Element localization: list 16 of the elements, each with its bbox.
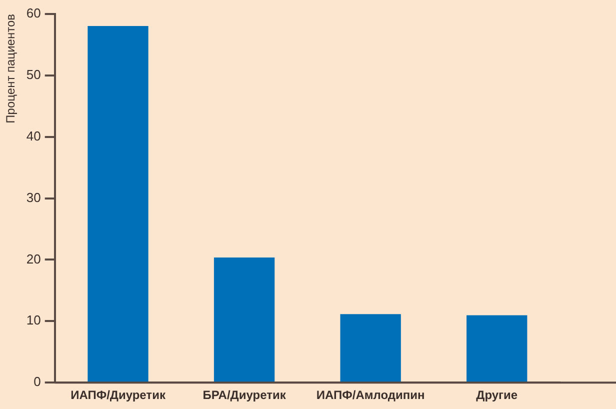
y-tick-label: 20 <box>26 251 41 266</box>
x-tick-label: Другие <box>476 388 518 402</box>
y-tick-label: 10 <box>26 312 41 328</box>
y-tick-label: 0 <box>34 374 41 390</box>
bar <box>466 315 528 382</box>
y-axis-title: Процент пациентов <box>4 14 18 124</box>
x-tick-label: ИАПФ/Амлодипин <box>316 388 425 402</box>
bar <box>340 314 401 382</box>
y-tick-label: 30 <box>26 190 41 205</box>
bar <box>88 26 148 382</box>
bar <box>214 258 275 382</box>
x-tick-label: БРА/Диуретик <box>202 388 287 402</box>
y-tick-label: 60 <box>26 6 41 21</box>
y-tick-label: 40 <box>26 128 41 144</box>
y-tick-label: 50 <box>26 67 41 82</box>
x-tick-label: ИАПФ/Диуретик <box>70 388 166 402</box>
